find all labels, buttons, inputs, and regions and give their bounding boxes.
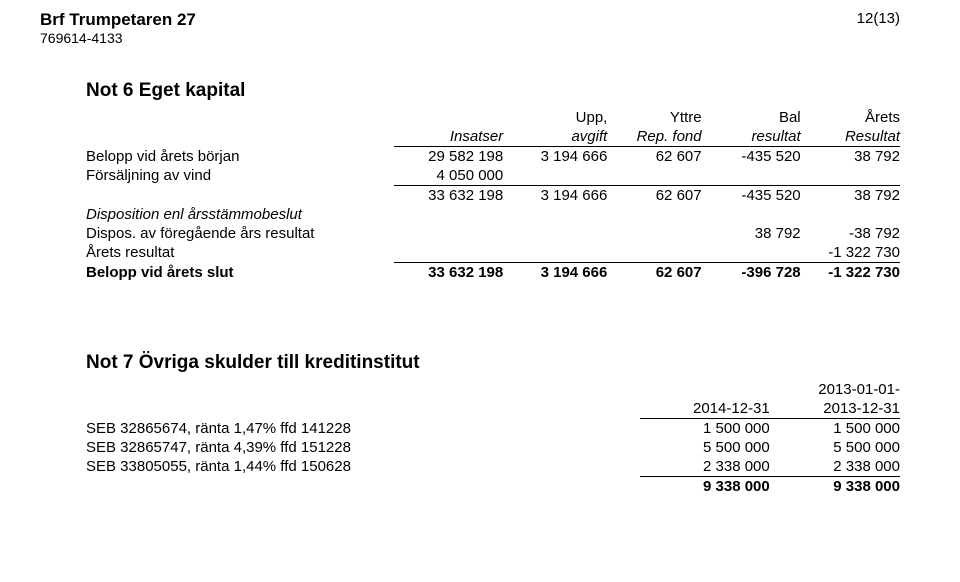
cell: 2 338 000 [770,457,900,477]
cell: 2 338 000 [640,457,770,477]
row-label: Försäljning av vind [86,166,394,186]
table-row: SEB 32865747, ränta 4,39% ffd 151228 5 5… [86,438,900,457]
cell [394,243,503,263]
table-row: SEB 32865674, ränta 1,47% ffd 141228 1 5… [86,418,900,438]
cell: 33 632 198 [394,185,503,205]
page: Brf Trumpetaren 27 769614-4133 12(13) No… [0,0,960,582]
cell: 62 607 [607,262,701,282]
table-row-total: 9 338 000 9 338 000 [86,476,900,496]
cell: 3 194 666 [503,146,607,166]
col-b-2: 2014-12-31 [640,399,770,419]
cell: 29 582 198 [394,146,503,166]
note6-table: Upp, Yttre Bal Årets Insatser avgift Rep… [86,108,900,282]
table-row: Försäljning av vind 4 050 000 [86,166,900,186]
note6-head-row2: Insatser avgift Rep. fond resultat Resul… [86,127,900,147]
row-label: SEB 32865747, ränta 4,39% ffd 151228 [86,438,640,457]
cell [801,166,900,186]
col-yttre-2: Rep. fond [607,127,701,147]
cell: 62 607 [607,185,701,205]
note7-section: Not 7 Övriga skulder till kreditinstitut… [86,352,900,496]
cell: 62 607 [607,146,701,166]
table-row: Dispos. av föregående års resultat 38 79… [86,224,900,243]
table-row: Disposition enl årsstämmobeslut [86,205,900,224]
table-row-total: Belopp vid årets slut 33 632 198 3 194 6… [86,262,900,282]
cell: 3 194 666 [503,262,607,282]
row-label [86,185,394,205]
cell: -1 322 730 [801,243,900,263]
col-upp-2: avgift [503,127,607,147]
row-label: Belopp vid årets slut [86,262,394,282]
cell: -396 728 [702,262,801,282]
row-label: Disposition enl årsstämmobeslut [86,205,394,224]
col-arets-2: Resultat [801,127,900,147]
cell: -435 520 [702,185,801,205]
cell: 38 792 [801,185,900,205]
cell [702,166,801,186]
company-block: Brf Trumpetaren 27 769614-4133 [40,10,196,46]
col-b-1 [640,380,770,399]
cell: 9 338 000 [770,476,900,496]
col-c-1: 2013-01-01- [770,380,900,399]
cell [503,224,607,243]
col-bal-2: resultat [702,127,801,147]
header-bar: Brf Trumpetaren 27 769614-4133 12(13) [40,10,900,46]
cell: 1 500 000 [770,418,900,438]
cell: 38 792 [801,146,900,166]
cell [394,224,503,243]
content: Not 6 Eget kapital Upp, Yttre Bal Årets … [86,80,900,496]
row-label: Belopp vid årets början [86,146,394,166]
note7-head-row1: 2013-01-01- [86,380,900,399]
cell [503,166,607,186]
company-name: Brf Trumpetaren 27 [40,10,196,30]
note7-title: Not 7 Övriga skulder till kreditinstitut [86,352,900,374]
cell [503,243,607,263]
page-number: 12(13) [857,10,900,27]
row-label: SEB 32865674, ränta 1,47% ffd 141228 [86,418,640,438]
cell: 5 500 000 [640,438,770,457]
cell: 4 050 000 [394,166,503,186]
col-insatser-2: Insatser [394,127,503,147]
cell: 33 632 198 [394,262,503,282]
cell: 9 338 000 [640,476,770,496]
row-label: SEB 33805055, ränta 1,44% ffd 150628 [86,457,640,477]
cell [607,166,701,186]
org-number: 769614-4133 [40,30,196,46]
col-upp-1: Upp, [503,108,607,127]
col-yttre-1: Yttre [607,108,701,127]
note7-table: 2013-01-01- 2014-12-31 2013-12-31 SEB 32… [86,380,900,496]
note6-title: Not 6 Eget kapital [86,80,900,102]
row-label: Dispos. av föregående års resultat [86,224,394,243]
col-c-2: 2013-12-31 [770,399,900,419]
cell [607,224,701,243]
cell: 38 792 [702,224,801,243]
note7-head-row2: 2014-12-31 2013-12-31 [86,399,900,419]
table-row: Belopp vid årets början 29 582 198 3 194… [86,146,900,166]
cell [702,243,801,263]
col-insatser-1 [394,108,503,127]
cell: 1 500 000 [640,418,770,438]
cell: -435 520 [702,146,801,166]
cell [607,243,701,263]
cell: -38 792 [801,224,900,243]
cell: 3 194 666 [503,185,607,205]
table-row: Årets resultat -1 322 730 [86,243,900,263]
col-arets-1: Årets [801,108,900,127]
row-label: Årets resultat [86,243,394,263]
cell: 5 500 000 [770,438,900,457]
col-bal-1: Bal [702,108,801,127]
table-row: SEB 33805055, ränta 1,44% ffd 150628 2 3… [86,457,900,477]
row-label [86,476,640,496]
table-row: 33 632 198 3 194 666 62 607 -435 520 38 … [86,185,900,205]
cell: -1 322 730 [801,262,900,282]
note6-head-row1: Upp, Yttre Bal Årets [86,108,900,127]
